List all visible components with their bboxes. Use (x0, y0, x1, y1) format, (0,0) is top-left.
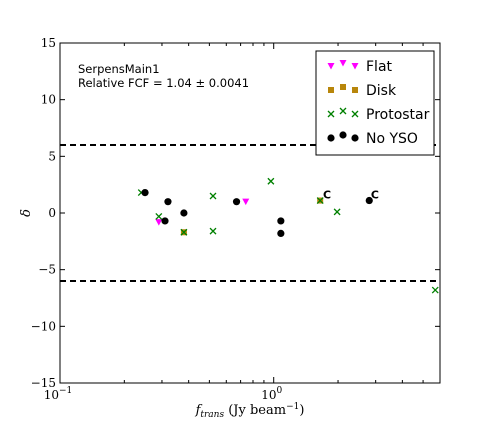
legend-label-no-yso: No YSO (366, 131, 418, 147)
y-tick-label: −15 (31, 376, 56, 390)
point-protostar (155, 212, 163, 220)
svg-text:ftrans (Jy beam−1): ftrans (Jy beam−1) (195, 402, 305, 420)
legend-marker-protostar (327, 110, 335, 118)
point-no-yso (141, 189, 149, 197)
legend-marker-no-yso (327, 134, 335, 142)
legend-marker-flat (351, 63, 359, 70)
y-tick-label: 0 (48, 206, 56, 220)
legend-marker-flat (339, 60, 347, 67)
point-protostar (180, 228, 188, 236)
point-no-yso (161, 217, 169, 225)
y-tick-label: 10 (41, 93, 56, 107)
legend-label-flat: Flat (366, 59, 393, 75)
point-protostar (209, 227, 217, 235)
legend-marker-no-yso (351, 134, 359, 142)
legend-marker-protostar-stroke (351, 110, 359, 118)
threshold-lines (60, 144, 440, 282)
x-axis-title: ftrans (Jy beam−1) (195, 402, 305, 420)
legend-label-protostar: Protostar (366, 107, 430, 123)
point-no-yso (180, 209, 188, 217)
legend-markers (327, 60, 359, 142)
x-tick-label: 100 (261, 386, 282, 402)
y-axis-title: δ (19, 209, 34, 217)
y-tick-label: 5 (48, 149, 56, 163)
point-flat (242, 198, 250, 206)
point-no-yso (365, 196, 373, 205)
y-tick-label: 15 (41, 36, 56, 50)
point-protostar-stroke (316, 197, 324, 204)
axis-ticks: −15 −10 −5 0 5 10 15 10−1 100 (31, 36, 441, 402)
point-protostar-stroke (209, 227, 217, 235)
point-protostar (431, 286, 439, 294)
legend-label-disk: Disk (366, 83, 397, 99)
legend-marker-no-yso (339, 131, 347, 139)
point-protostar-stroke (333, 208, 341, 216)
legend-marker-disk (352, 87, 358, 93)
legend: Flat Disk Protostar No YSO (315, 50, 435, 156)
legend-marker-disk (340, 84, 346, 90)
point-protostar-stroke (155, 212, 163, 220)
x-tick-label: 10−1 (44, 386, 73, 402)
point-no-yso (232, 198, 241, 206)
point-no-yso (277, 217, 285, 225)
legend-marker-disk (328, 87, 334, 93)
y-tick-label: −5 (38, 263, 56, 277)
point-protostar-stroke (209, 192, 217, 200)
legend-marker-protostar (351, 110, 359, 118)
legend-marker-protostar-stroke (339, 107, 347, 115)
point-protostar (333, 208, 341, 216)
point-flag-label: C (323, 189, 331, 202)
point-no-yso (277, 229, 285, 237)
legend-marker-flat (327, 63, 335, 70)
annotation-line2: Relative FCF = 1.04 ± 0.0041 (78, 76, 249, 90)
point-protostar-stroke (180, 228, 188, 236)
point-protostar-stroke (267, 177, 275, 185)
point-no-yso (164, 198, 172, 206)
legend-marker-protostar-stroke (327, 110, 335, 118)
point-protostar-stroke (431, 286, 439, 294)
point-protostar (267, 177, 275, 185)
point-flat (155, 219, 163, 226)
annotation-line1: SerpensMain1 (78, 62, 160, 76)
legend-marker-protostar (339, 107, 347, 115)
point-protostar (316, 197, 324, 204)
legend-box (315, 50, 435, 156)
point-flag-label: C (371, 189, 379, 202)
y-tick-label: −10 (31, 319, 56, 333)
point-protostar (209, 192, 217, 200)
